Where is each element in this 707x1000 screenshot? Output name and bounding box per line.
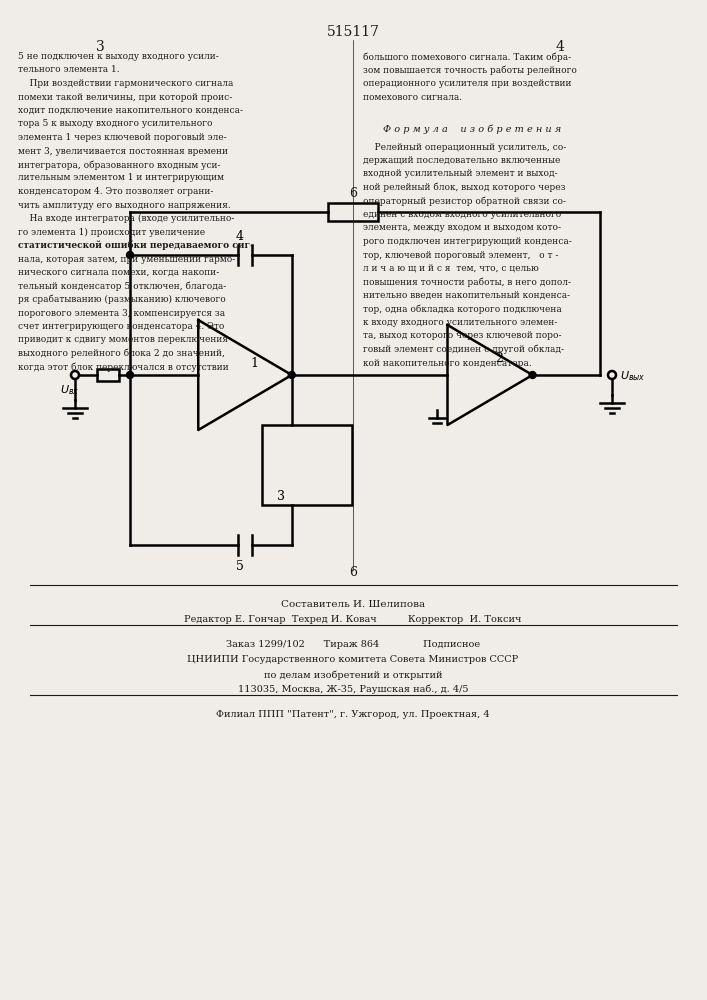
Circle shape — [127, 371, 134, 378]
Text: та, выход которого через ключевой поро-: та, выход которого через ключевой поро- — [363, 332, 561, 340]
Text: Филиал ППП "Патент", г. Ужгород, ул. Проектная, 4: Филиал ППП "Патент", г. Ужгород, ул. Про… — [216, 710, 490, 719]
Text: $U_{вх}$: $U_{вх}$ — [60, 383, 80, 397]
Text: ЦНИИПИ Государственного комитета Совета Министров СССР: ЦНИИПИ Государственного комитета Совета … — [187, 655, 519, 664]
Text: го элемента 1) происходит увеличение: го элемента 1) происходит увеличение — [18, 228, 205, 237]
Text: элемента, между входом и выходом кото-: элемента, между входом и выходом кото- — [363, 224, 561, 232]
Text: нала, которая затем, при уменьшении гармо-: нала, которая затем, при уменьшении гарм… — [18, 254, 235, 263]
Text: мент 3, увеличивается постоянная времени: мент 3, увеличивается постоянная времени — [18, 146, 228, 155]
Bar — [97, 369, 119, 381]
Text: операторный резистор обратной связи со-: операторный резистор обратной связи со- — [363, 196, 566, 206]
Text: к входу входного усилительного элемен-: к входу входного усилительного элемен- — [363, 318, 557, 327]
Text: когда этот блок переключался в отсутствии: когда этот блок переключался в отсутстви… — [18, 362, 229, 372]
Text: 4: 4 — [556, 40, 564, 54]
Text: единен с входом входного усилительного: единен с входом входного усилительного — [363, 210, 561, 219]
Bar — [328, 203, 378, 221]
Text: порогового элемента 3, компенсируется за: порогового элемента 3, компенсируется за — [18, 308, 225, 318]
Text: тора 5 к выходу входного усилительного: тора 5 к выходу входного усилительного — [18, 119, 213, 128]
Text: приводит к сдвигу моментов переключения: приводит к сдвигу моментов переключения — [18, 336, 228, 344]
Text: кой накопительного конденсатора.: кой накопительного конденсатора. — [363, 359, 532, 367]
Text: входной усилительный элемент и выход-: входной усилительный элемент и выход- — [363, 169, 558, 178]
Circle shape — [288, 371, 296, 378]
Text: статистической ошибки передаваемого сиг-: статистической ошибки передаваемого сиг- — [18, 241, 254, 250]
Text: При воздействии гармонического сигнала: При воздействии гармонического сигнала — [18, 79, 233, 88]
Text: конденсатором 4. Это позволяет ограни-: конденсатором 4. Это позволяет ограни- — [18, 187, 214, 196]
Text: интегратора, образованного входным уси-: интегратора, образованного входным уси- — [18, 160, 221, 169]
Text: нического сигнала помехи, когда накопи-: нического сигнала помехи, когда накопи- — [18, 268, 219, 277]
Text: 3: 3 — [276, 490, 285, 503]
Text: 6: 6 — [349, 187, 357, 200]
Text: Редактор Е. Гончар  Техред И. Ковач          Корректор  И. Токсич: Редактор Е. Гончар Техред И. Ковач Корре… — [185, 615, 522, 624]
Text: помехи такой величины, при которой проис-: помехи такой величины, при которой проис… — [18, 93, 233, 102]
Text: ходит подключение накопительного конденса-: ходит подключение накопительного конденс… — [18, 106, 243, 115]
Text: большого помехового сигнала. Таким обра-: большого помехового сигнала. Таким обра- — [363, 52, 571, 62]
Text: повышения точности работы, в него допол-: повышения точности работы, в него допол- — [363, 277, 571, 287]
Bar — [262, 425, 352, 505]
Text: выходного релейного блока 2 до значений,: выходного релейного блока 2 до значений, — [18, 349, 225, 359]
Text: операционного усилителя при воздействии: операционного усилителя при воздействии — [363, 79, 571, 88]
Text: тельного элемента 1.: тельного элемента 1. — [18, 66, 119, 75]
Text: Релейный операционный усилитель, со-: Релейный операционный усилитель, со- — [363, 142, 566, 151]
Text: элемента 1 через ключевой пороговый эле-: элемента 1 через ключевой пороговый эле- — [18, 133, 227, 142]
Text: Составитель И. Шелипова: Составитель И. Шелипова — [281, 600, 425, 609]
Text: 4: 4 — [236, 230, 244, 243]
Text: по делам изобретений и открытий: по делам изобретений и открытий — [264, 670, 443, 680]
Circle shape — [529, 371, 536, 378]
Text: л и ч а ю щ и й с я  тем, что, с целью: л и ч а ю щ и й с я тем, что, с целью — [363, 264, 539, 273]
Text: 5 не подключен к выходу входного усили-: 5 не подключен к выходу входного усили- — [18, 52, 218, 61]
Text: нительно введен накопительный конденса-: нительно введен накопительный конденса- — [363, 291, 570, 300]
Text: счет интегрирующего конденсатора 4. Это: счет интегрирующего конденсатора 4. Это — [18, 322, 224, 331]
Text: ря срабатыванию (размыканию) ключевого: ря срабатыванию (размыканию) ключевого — [18, 295, 226, 304]
Text: 1: 1 — [250, 357, 258, 370]
Text: чить амплитуду его выходного напряжения.: чить амплитуду его выходного напряжения. — [18, 200, 230, 210]
Text: тельный конденсатор 5 отключен, благода-: тельный конденсатор 5 отключен, благода- — [18, 282, 226, 291]
Text: ной релейный блок, выход которого через: ной релейный блок, выход которого через — [363, 183, 566, 192]
Text: 3: 3 — [95, 40, 105, 54]
Text: держащий последовательно включенные: держащий последовательно включенные — [363, 156, 561, 165]
Text: говый элемент соединен с другой обклад-: говый элемент соединен с другой обклад- — [363, 345, 564, 355]
Text: $U_{выx}$: $U_{выx}$ — [620, 369, 645, 383]
Text: помехового сигнала.: помехового сигнала. — [363, 93, 462, 102]
Text: рого подключен интегрирующий конденса-: рого подключен интегрирующий конденса- — [363, 237, 572, 246]
Text: Ф о р м у л а    и з о б р е т е н и я: Ф о р м у л а и з о б р е т е н и я — [383, 124, 561, 133]
Text: зом повышается точность работы релейного: зом повышается точность работы релейного — [363, 66, 577, 75]
Text: 6: 6 — [349, 566, 357, 579]
Text: 113035, Москва, Ж-35, Раушская наб., д. 4/5: 113035, Москва, Ж-35, Раушская наб., д. … — [238, 685, 468, 694]
Text: 515117: 515117 — [327, 25, 380, 39]
Text: тор, одна обкладка которого подключена: тор, одна обкладка которого подключена — [363, 304, 562, 314]
Circle shape — [127, 251, 134, 258]
Text: На входе интегратора (входе усилительно-: На входе интегратора (входе усилительно- — [18, 214, 235, 223]
Text: лительным элементом 1 и интегрирующим: лительным элементом 1 и интегрирующим — [18, 174, 224, 182]
Text: Заказ 1299/102      Тираж 864              Подписное: Заказ 1299/102 Тираж 864 Подписное — [226, 640, 480, 649]
Text: 5: 5 — [236, 560, 244, 573]
Text: тор, ключевой пороговый элемент,   о т -: тор, ключевой пороговый элемент, о т - — [363, 250, 559, 259]
Text: 2: 2 — [495, 352, 503, 365]
